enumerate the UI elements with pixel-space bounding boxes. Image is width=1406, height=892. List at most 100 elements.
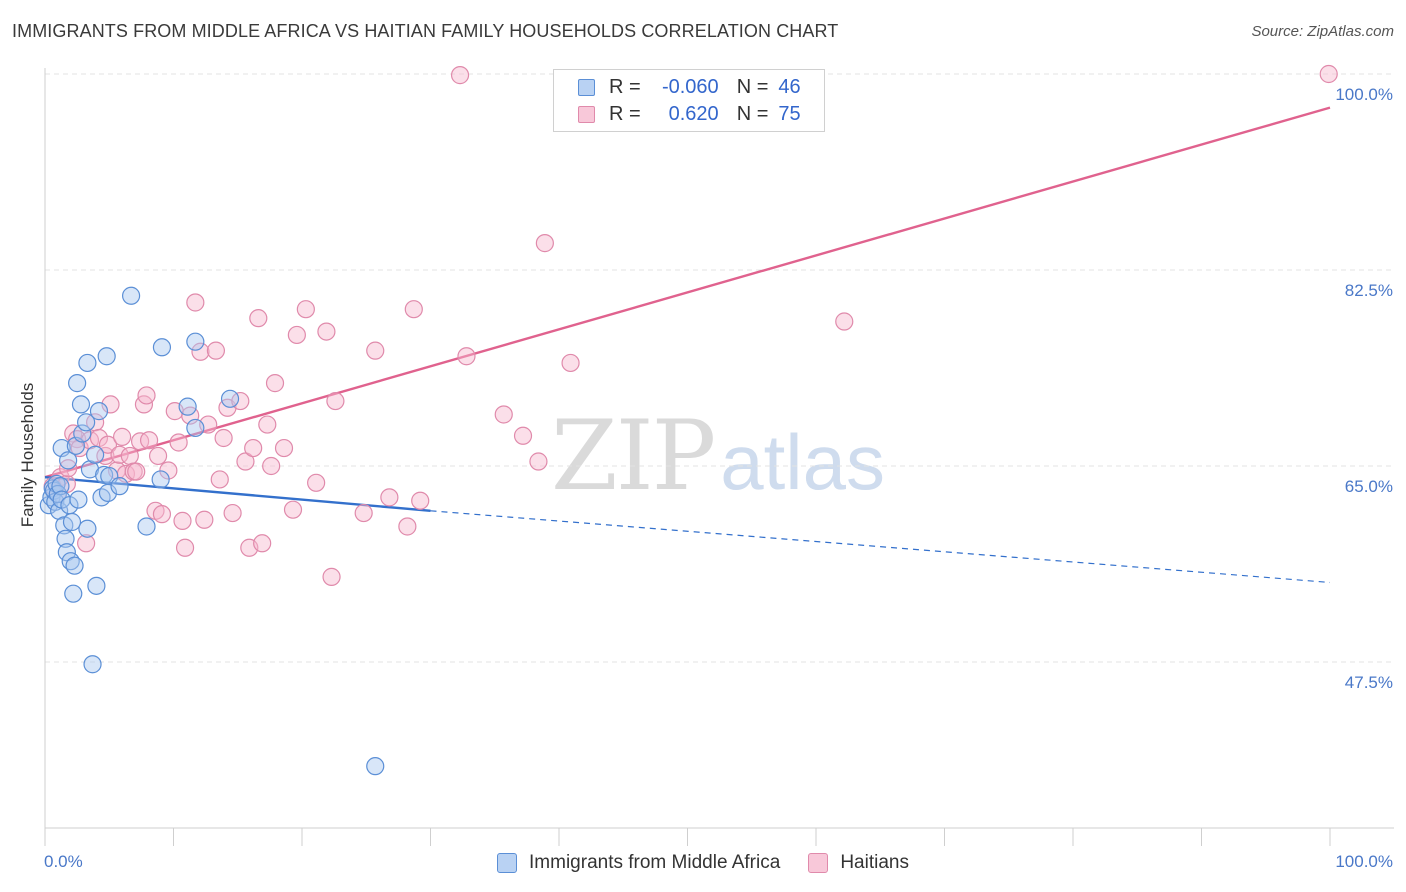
haitian-point — [326, 391, 345, 411]
y-tick-label: 100.0% — [1335, 85, 1393, 104]
haitian-point — [307, 473, 326, 492]
haitian-point — [450, 66, 470, 85]
x-tick-label-min: 0.0% — [44, 852, 83, 871]
haitian-point — [835, 312, 854, 331]
middle-africa-point — [59, 451, 78, 470]
legend-swatch-pink — [578, 105, 595, 123]
series-legend-haitians[interactable]: Haitians — [808, 852, 909, 874]
haitian-point — [244, 438, 263, 458]
haitian-point — [89, 428, 109, 448]
haitian-point — [195, 510, 214, 529]
haitian-point — [175, 538, 195, 557]
series-legend-middle-africa[interactable]: Immigrants from Middle Africa — [497, 852, 780, 874]
middle-africa-point — [152, 338, 172, 357]
legend-r-value: -0.060 — [661, 75, 719, 98]
haitian-point — [77, 534, 96, 553]
middle-africa-point — [64, 584, 83, 603]
series-swatch-pink — [808, 853, 829, 873]
haitian-point — [127, 462, 146, 481]
watermark: ZIPatlas — [551, 400, 885, 512]
middle-africa-point — [110, 477, 129, 496]
haitian-point — [152, 505, 172, 524]
haitian-point — [258, 415, 277, 434]
middle-africa-point — [366, 757, 385, 776]
legend-swatch-blue — [578, 78, 595, 96]
middle-africa-point — [178, 397, 197, 416]
haitian-point — [561, 353, 580, 373]
haitian-point — [249, 309, 268, 328]
haitian-point — [253, 534, 272, 553]
data-points — [39, 64, 1338, 776]
haitian-point — [120, 446, 139, 466]
middle-africa-point — [51, 477, 70, 496]
haitian-point — [169, 433, 188, 452]
middle-africa-point — [78, 353, 97, 373]
series-label-haitians: Haitians — [840, 852, 909, 873]
watermark-zip: ZIP — [551, 400, 716, 512]
middle-africa-point — [87, 576, 106, 595]
haitian-trend-line — [44, 106, 1331, 479]
haitian-point — [274, 438, 294, 458]
haitian-point — [317, 322, 336, 341]
haitian-point — [206, 341, 226, 360]
haitian-point — [380, 488, 399, 507]
haitian-point — [112, 427, 132, 446]
middle-africa-point — [71, 395, 91, 414]
haitian-point — [98, 435, 118, 454]
middle-africa-point — [137, 517, 156, 536]
middle-africa-point — [83, 655, 102, 674]
haitian-point — [322, 567, 341, 586]
middle-africa-point — [77, 413, 96, 432]
chart-title: IMMIGRANTS FROM MIDDLE AFRICA VS HAITIAN… — [12, 21, 839, 41]
haitian-point — [137, 386, 156, 405]
y-axis-label: Family Households — [18, 382, 37, 528]
haitian-point — [366, 341, 385, 360]
series-label-middle-africa: Immigrants from Middle Africa — [529, 852, 781, 873]
haitian-point — [287, 325, 306, 345]
middle-africa-point — [62, 512, 82, 532]
haitian-point — [1319, 64, 1338, 84]
y-tick-label: 82.5% — [1344, 281, 1393, 300]
haitian-point — [354, 503, 373, 523]
x-tick-label-max: 100.0% — [1335, 852, 1393, 871]
legend-row-haitians: R = 0.620 N = 75 — [578, 101, 801, 127]
middle-africa-trend-extension — [430, 510, 1331, 584]
axes — [44, 68, 1394, 846]
legend-n-label: N = — [736, 75, 769, 98]
middle-africa-point — [97, 347, 116, 366]
gridlines — [45, 73, 1394, 663]
legend-n-label: N = — [736, 102, 769, 125]
series-legend: Immigrants from Middle Africa Haitians — [0, 852, 1406, 874]
middle-africa-point — [65, 556, 84, 575]
haitian-point — [148, 446, 168, 466]
haitian-point — [101, 395, 120, 414]
legend-r-label: R = — [609, 75, 641, 98]
haitian-point — [191, 342, 210, 361]
middle-africa-point — [86, 445, 105, 464]
haitian-point — [411, 491, 430, 510]
watermark-atlas: atlas — [720, 418, 885, 506]
middle-africa-point — [78, 519, 97, 538]
haitian-point — [186, 293, 205, 312]
y-tick-label: 47.5% — [1344, 673, 1393, 692]
source-credit: Source: ZipAtlas.com — [1251, 23, 1394, 40]
middle-africa-point — [57, 543, 76, 562]
middle-africa-point — [186, 418, 205, 438]
haitian-point — [223, 503, 242, 523]
haitian-point — [265, 374, 285, 393]
legend-n-value: 75 — [778, 102, 801, 125]
haitian-point — [236, 452, 255, 471]
haitian-point — [529, 452, 548, 471]
haitian-point — [59, 459, 78, 478]
haitian-point — [173, 511, 192, 530]
haitian-point — [214, 428, 233, 448]
legend-r-label: R = — [609, 102, 641, 125]
haitian-point — [535, 234, 554, 253]
haitian-point — [398, 517, 417, 536]
legend-n-value: 46 — [778, 75, 801, 98]
series-swatch-blue — [497, 853, 518, 873]
y-tick-label: 65.0% — [1344, 477, 1393, 496]
haitian-point — [210, 470, 229, 489]
haitian-point — [139, 431, 159, 450]
